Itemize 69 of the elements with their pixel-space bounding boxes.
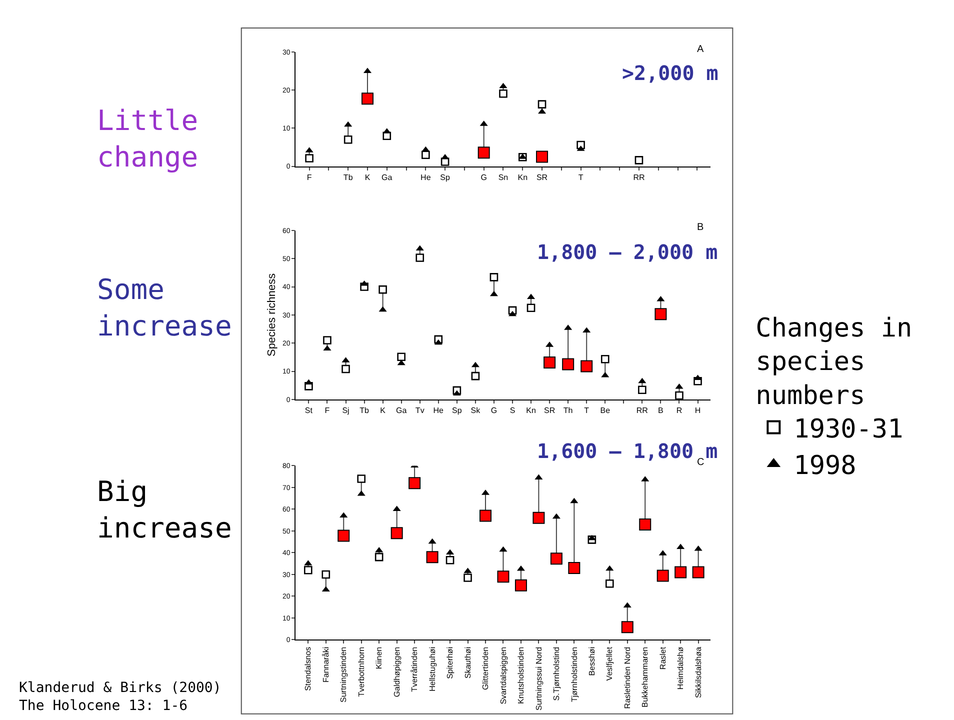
x-tick-label: Kiinen xyxy=(374,646,384,670)
annotation: A xyxy=(697,44,704,55)
x-tick-label: Veslfjellet xyxy=(605,646,614,681)
x-tick-label: Raslet xyxy=(658,646,668,670)
x-tick-label: Be xyxy=(600,406,611,416)
x-tick-label: Glittertinden xyxy=(481,646,490,690)
text: >2,000 m xyxy=(622,61,718,85)
x-tick-label: Surtningstinden xyxy=(339,646,348,703)
x-tick-label: Tb xyxy=(360,406,370,416)
x-tick-label: T xyxy=(578,172,584,182)
x-tick-label: RR xyxy=(633,172,645,182)
text: Klanderud & Birks (2000) The Holocene 13: 1-6 xyxy=(19,680,222,714)
x-tick-label: Svartdalspiggen xyxy=(498,646,508,704)
x-tick-label: He xyxy=(433,406,444,416)
x-tick-label: Tjørnholstinden xyxy=(570,646,579,702)
annotation: C xyxy=(697,457,704,468)
x-tick-label: K xyxy=(380,406,386,416)
x-tick-label: R xyxy=(676,406,682,416)
text: Big increase xyxy=(97,475,232,544)
x-tick-label: Hellstuguhøi xyxy=(428,646,437,692)
x-tick-label: Sn xyxy=(498,172,508,182)
x-tick-label: Stendalsnos xyxy=(304,646,313,691)
x-tick-label: Sikkilsdalshøa xyxy=(694,646,703,698)
x-tick-label: Surtningssui Nord xyxy=(534,646,544,711)
x-tick-label: Fannaråki xyxy=(321,646,330,682)
x-tick-label: Kn xyxy=(518,172,528,182)
x-tick-label: K xyxy=(364,172,371,182)
x-tick-label: Bukkehammaren xyxy=(640,646,650,708)
x-tick-label: Tb xyxy=(343,172,354,182)
x-tick-label: Tverbottnhorn xyxy=(356,646,366,697)
x-tick-label: G xyxy=(480,172,487,182)
legend-title: Changes in species numbers xyxy=(756,313,912,411)
x-tick-label: Heimdalshø xyxy=(676,646,686,690)
x-tick-label: Knutsholstinden xyxy=(516,646,526,704)
x-tick-label: F xyxy=(324,406,330,416)
x-tick-label: H xyxy=(694,406,701,416)
x-tick-label: Spiterhøi xyxy=(446,646,455,679)
x-tick-label: Sj xyxy=(342,406,350,416)
x-tick-label: F xyxy=(306,172,312,182)
x-tick-label: Ga xyxy=(382,172,393,182)
x-tick-label: RR xyxy=(636,406,648,416)
x-tick-label: Besshøi xyxy=(588,646,597,676)
y-axis-title: Species richness xyxy=(266,272,278,357)
legend-label: 1998 xyxy=(794,451,856,482)
x-tick-label: Kn xyxy=(526,406,536,416)
x-tick-label: Skauthøi xyxy=(463,646,472,678)
x-tick-label: SR xyxy=(536,172,548,182)
x-tick-label: Tv xyxy=(415,406,424,416)
x-tick-label: He xyxy=(420,172,432,182)
x-tick-label: Galdhøpiggen xyxy=(392,646,402,698)
x-tick-label: Sp xyxy=(452,406,462,416)
text: Little change xyxy=(97,104,198,174)
text: Some increase xyxy=(97,273,232,342)
x-tick-label: Rasletinden Nord xyxy=(622,646,632,709)
x-tick-label: Ga xyxy=(396,406,408,416)
x-tick-label: Sp xyxy=(440,172,450,182)
x-tick-label: B xyxy=(658,406,664,416)
text: 1,800 – 2,000 m xyxy=(537,240,718,264)
x-tick-label: SR xyxy=(544,406,556,416)
annotation: B xyxy=(697,222,704,233)
x-tick-label: S xyxy=(510,406,516,416)
x-tick-label: S.Tjørnholstind xyxy=(552,646,562,701)
x-tick-label: T xyxy=(584,406,590,416)
x-tick-label: Tverråtinden xyxy=(410,646,420,692)
x-tick-label: St xyxy=(304,406,314,416)
x-tick-label: Sk xyxy=(470,406,482,416)
legend-label: 1930-31 xyxy=(794,414,904,444)
x-tick-label: G xyxy=(490,406,498,416)
x-tick-label: Th xyxy=(563,406,573,416)
